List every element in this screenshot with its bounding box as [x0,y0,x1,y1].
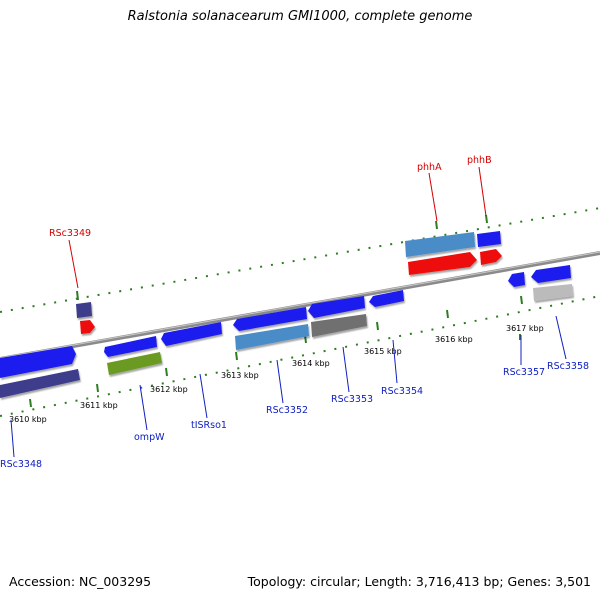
leader-phha [428,172,438,222]
cds-rsc3352-block[interactable] [235,324,309,350]
scale-label: 3610 kbp [9,415,47,424]
cds-rsc3349-arrow[interactable] [80,320,95,334]
feature-track-minus [0,265,573,398]
scale-label: 3613 kbp [221,371,259,380]
ring-tick [435,220,438,230]
genome-backbone-highlight [0,251,600,359]
cds-rsc3354-arrow[interactable] [369,290,404,307]
leader-rsc3358 [555,315,567,360]
leader-rsc3353 [342,346,350,393]
gene-leaders [10,166,567,458]
cds-phha-block[interactable] [405,232,475,257]
feature-track-plus [76,231,502,334]
leader-phhb [478,166,487,217]
gene-label-rsc3354[interactable]: RSc3354 [381,386,423,397]
leader-ompw [139,384,148,431]
scale-tick [446,309,449,319]
cds-rsc3358-arrow[interactable] [531,265,571,283]
gene-label-rsc3348[interactable]: RSc3348 [0,459,42,470]
cds-ompw-block[interactable] [107,352,162,375]
scale-label: 3615 kbp [364,347,402,356]
gene-label-ompw[interactable]: ompW [134,432,165,443]
cds-phhb-block[interactable] [477,231,501,247]
scale-tick [376,321,379,331]
scale-label: 3614 kbp [292,359,330,368]
scale-label: 3616 kbp [435,335,473,344]
gene-labels: RSc3348 ompW tISRso1 RSc3352 RSc3353 RSc3354 R… [0,155,589,470]
scale-tick [165,367,168,377]
scale-label: 3617 kbp [506,324,544,333]
cds-rsc3349-block[interactable] [76,302,92,318]
scale-tick [29,398,32,408]
map-title: Ralstonia solanacearum GMI1000, complete… [127,9,473,24]
topology-summary: Topology: circular; Length: 3,716,413 bp… [247,574,591,589]
genome-backbone [0,251,600,361]
gene-label-rsc3353[interactable]: RSc3353 [331,394,373,405]
cds-phhb-arrow[interactable] [480,249,502,265]
ring-tick [76,290,79,301]
gene-label-tisrso1[interactable]: tISRso1 [191,420,227,431]
gene-label-phha[interactable]: phhA [417,162,442,173]
cds-ompw-arrow[interactable] [104,336,157,357]
leader-rsc3352 [276,359,284,404]
cds-rsc3353-arrow[interactable] [308,296,365,318]
leader-tisrso1 [199,373,208,419]
gene-label-rsc3358[interactable]: RSc3358 [547,361,589,372]
cds-tisrso1-arrow[interactable] [161,322,222,346]
gene-label-rsc3352[interactable]: RSc3352 [266,405,308,416]
cds-rsc3358-block[interactable] [533,284,573,301]
gene-label-phhb[interactable]: phhB [467,155,492,166]
cds-rsc3357-arrow[interactable] [508,272,525,287]
major-ticks [29,214,523,408]
scale-label: 3611 kbp [80,401,118,410]
scale-tick [520,295,523,305]
outer-tick-ring [0,207,600,313]
cds-rsc3348-arrow[interactable] [0,346,76,378]
scale-tick [235,351,238,361]
gene-label-rsc3349[interactable]: RSc3349 [49,228,91,239]
scale-label: 3612 kbp [150,385,188,394]
leader-rsc3354 [392,339,398,384]
ring-tick [485,214,488,224]
cds-rsc3353-block[interactable] [311,314,367,337]
scale-tick [96,383,99,393]
leader-rsc3348 [10,419,15,458]
cds-rsc3352-arrow[interactable] [233,307,307,331]
accession-text: Accession: NC_003295 [9,574,152,589]
scale-labels: 3610 kbp 3611 kbp 3612 kbp 3613 kbp 3614 kbp… [9,324,544,424]
cds-phha-arrow[interactable] [408,252,477,275]
leader-rsc3349 [68,239,79,289]
gene-label-rsc3357[interactable]: RSc3357 [503,367,545,378]
cds-rsc3348-block[interactable] [0,369,80,398]
